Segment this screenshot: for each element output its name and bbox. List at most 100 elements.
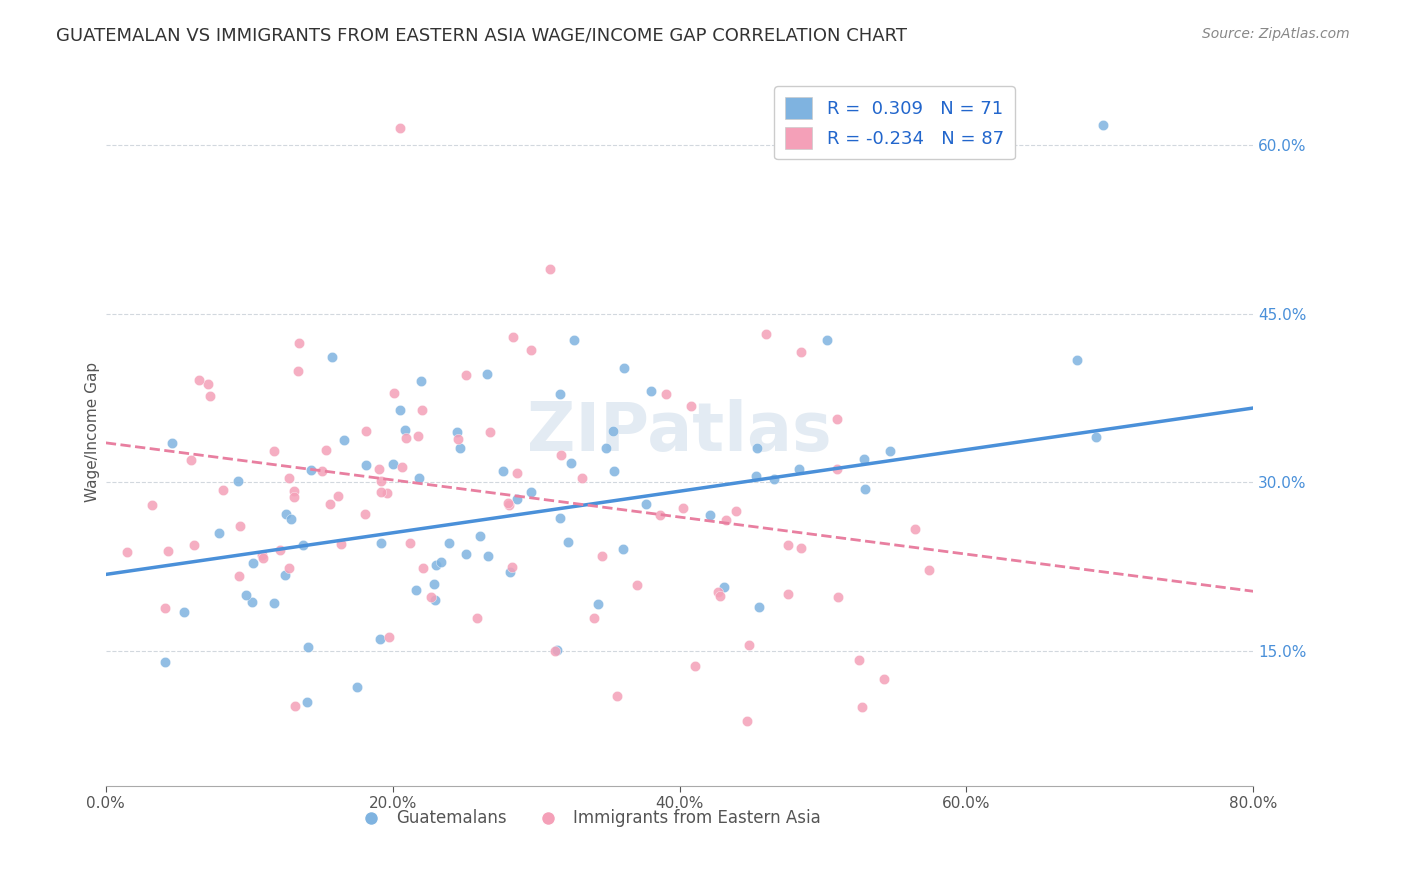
Point: [790, 541, 813, 555]
Point: [382, 457, 405, 471]
Point: [291, 538, 314, 552]
Point: [411, 403, 433, 417]
Point: [208, 525, 231, 540]
Text: ZIPatlas: ZIPatlas: [527, 399, 832, 465]
Point: [408, 471, 430, 485]
Point: [368, 462, 391, 476]
Point: [747, 441, 769, 455]
Point: [456, 547, 478, 561]
Point: [226, 474, 249, 488]
Point: [391, 460, 413, 475]
Point: [423, 593, 446, 607]
Point: [395, 431, 418, 445]
Point: [240, 594, 263, 608]
Point: [354, 507, 377, 521]
Point: [280, 512, 302, 526]
Point: [423, 577, 446, 591]
Point: [153, 655, 176, 669]
Point: [250, 548, 273, 562]
Point: [477, 549, 499, 563]
Point: [354, 458, 377, 472]
Point: [311, 465, 333, 479]
Point: [825, 412, 848, 426]
Point: [548, 510, 571, 524]
Point: [274, 567, 297, 582]
Point: [370, 484, 392, 499]
Point: [626, 578, 648, 592]
Point: [505, 491, 527, 506]
Point: [354, 425, 377, 439]
Point: [817, 333, 839, 347]
Point: [211, 483, 233, 497]
Point: [699, 508, 721, 522]
Point: [873, 672, 896, 686]
Point: [278, 561, 301, 575]
Point: [475, 367, 498, 381]
Point: [370, 632, 392, 646]
Point: [918, 563, 941, 577]
Point: [283, 491, 305, 505]
Point: [790, 345, 813, 359]
Point: [446, 425, 468, 439]
Point: [405, 583, 427, 598]
Point: [550, 448, 572, 462]
Point: [613, 361, 636, 376]
Point: [591, 549, 613, 563]
Text: Source: ZipAtlas.com: Source: ZipAtlas.com: [1202, 27, 1350, 41]
Point: [333, 433, 356, 447]
Point: [582, 610, 605, 624]
Point: [370, 474, 392, 488]
Point: [755, 327, 778, 342]
Point: [412, 561, 434, 575]
Point: [375, 485, 398, 500]
Point: [714, 513, 737, 527]
Point: [287, 363, 309, 377]
Point: [229, 518, 252, 533]
Point: [329, 536, 352, 550]
Point: [505, 467, 527, 481]
Point: [326, 489, 349, 503]
Point: [763, 472, 786, 486]
Point: [655, 387, 678, 401]
Point: [707, 584, 730, 599]
Point: [284, 699, 307, 714]
Point: [465, 611, 488, 625]
Point: [454, 368, 477, 383]
Point: [709, 589, 731, 603]
Point: [288, 335, 311, 350]
Point: [560, 457, 582, 471]
Point: [179, 453, 201, 467]
Point: [499, 565, 522, 579]
Point: [848, 652, 870, 666]
Point: [409, 375, 432, 389]
Point: [679, 400, 702, 414]
Point: [235, 588, 257, 602]
Point: [602, 424, 624, 438]
Point: [827, 590, 849, 604]
Point: [904, 522, 927, 536]
Point: [501, 560, 523, 574]
Point: [879, 443, 901, 458]
Point: [548, 387, 571, 401]
Point: [437, 536, 460, 550]
Point: [382, 385, 405, 400]
Point: [141, 498, 163, 512]
Point: [606, 689, 628, 703]
Point: [449, 441, 471, 455]
Point: [496, 496, 519, 510]
Legend: Guatemalans, Immigrants from Eastern Asia: Guatemalans, Immigrants from Eastern Asi…: [347, 803, 828, 834]
Point: [776, 587, 799, 601]
Point: [283, 483, 305, 498]
Point: [346, 681, 368, 695]
Point: [388, 121, 411, 136]
Point: [378, 630, 401, 644]
Point: [851, 699, 873, 714]
Point: [269, 542, 291, 557]
Point: [825, 462, 848, 476]
Point: [519, 343, 541, 357]
Point: [498, 499, 520, 513]
Point: [197, 376, 219, 391]
Point: [321, 350, 343, 364]
Point: [430, 555, 453, 569]
Point: [776, 538, 799, 552]
